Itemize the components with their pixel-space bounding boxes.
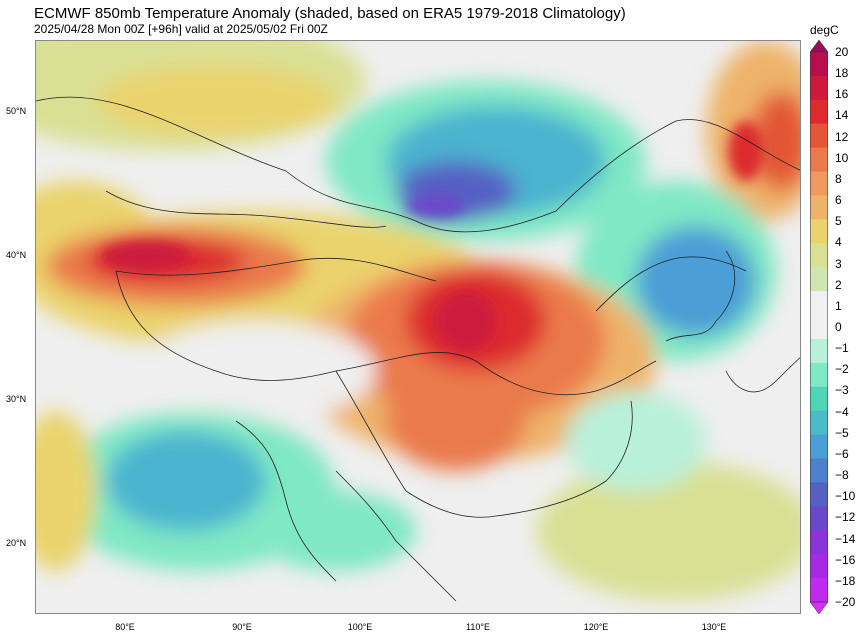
colorbar-tick-label: −10 [835,489,856,504]
borders [36,96,800,602]
colorbar-segment [810,171,828,196]
colorbar [810,40,828,614]
colorbar-tick-label: 6 [835,193,842,208]
colorbar-tick-label: 14 [835,108,849,123]
colorbar-segment [810,578,828,603]
colorbar-segment [810,99,828,125]
lon-label-90: 90°E [232,622,252,632]
broad-anomaly-shading [36,41,800,601]
colorbar-tick-label: 5 [835,214,842,229]
colorbar-tick-label: −8 [835,468,849,483]
colorbar-segment [810,506,828,531]
colorbar-segment [810,362,828,388]
map-title: ECMWF 850mb Temperature Anomaly (shaded,… [34,5,626,22]
colorbar-tick-label: 16 [835,87,849,102]
lon-label-100: 100°E [347,622,373,632]
detail-anomaly-shading [101,121,764,351]
anomaly-field [36,41,800,613]
colorbar-tick-label: 2 [835,277,842,292]
colorbar-tick-label: 8 [835,171,842,186]
colorbar-min-arrow [810,601,828,614]
colorbar-tick-label: −2 [835,362,849,377]
colorbar-segment [810,338,828,364]
lon-label-80: 80°E [115,622,135,632]
colorbar-max-arrow [810,40,828,53]
colorbar-tick-label: −3 [835,383,849,398]
colorbar-segment [810,458,828,483]
lat-label-40: 40°N [6,250,27,260]
colorbar-segment [810,554,828,579]
lon-label-110: 110°E [466,622,490,632]
colorbar-tick-label: 1 [835,298,842,313]
colorbar-segment [810,195,828,220]
colorbar-segment [810,434,828,460]
lon-label-130: 130°E [701,622,727,632]
colorbar-segment [810,75,828,101]
colorbar-tick-label: −5 [835,425,849,440]
colorbar-tick-label: 12 [835,129,849,144]
colorbar-segment [810,243,828,268]
lat-label-20: 20°N [6,538,27,548]
colorbar-segment [810,386,828,412]
colorbar-segment [810,530,828,555]
colorbar-tick-label: −6 [835,446,849,461]
lon-label-120: 120°E [583,622,609,632]
colorbar-tick-label: 10 [835,150,849,165]
colorbar-tick-label: −20 [835,595,856,609]
colorbar-segment [810,291,828,316]
colorbar-segment [810,315,828,340]
anomaly-map [35,40,801,614]
colorbar-tick-label: −14 [835,531,856,546]
colorbar-tick-label: 3 [835,256,842,271]
colorbar-tick-label: 4 [835,235,842,250]
colorbar-tick-label: 18 [835,66,849,81]
colorbar-segment [810,123,828,149]
colorbar-segment [810,267,828,292]
colorbar-segment [810,52,828,77]
colorbar-tick-label: −12 [835,510,856,525]
colorbar-segment [810,410,828,436]
colorbar-tick-label: −1 [835,341,849,356]
colorbar-tick-label: −18 [835,573,856,588]
colorbar-tick-label: −4 [835,404,849,419]
colorbar-unit: degC [810,23,839,37]
colorbar-segment [810,147,828,173]
colorbar-tick-label: −16 [835,552,856,567]
lat-label-50: 50°N [6,106,27,116]
map-subtitle: 2025/04/28 Mon 00Z [+96h] valid at 2025/… [34,22,328,36]
lat-label-30: 30°N [6,394,27,404]
colorbar-segment [810,219,828,244]
colorbar-tick-label: 20 [835,45,849,59]
colorbar-tick-label: 0 [835,320,842,334]
colorbar-segment [810,482,828,507]
